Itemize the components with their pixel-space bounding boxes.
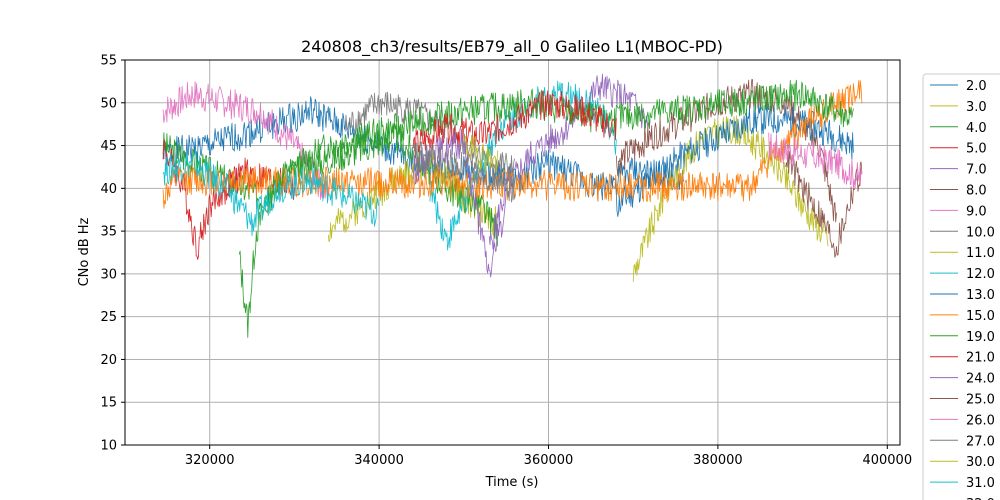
y-tick-label: 15: [100, 396, 117, 411]
legend-label: 15.0: [966, 309, 995, 324]
y-tick-label: 25: [100, 310, 117, 325]
axis-ticks: 320000 340000 360000 380000 400000 10 15 20 25 30…: [100, 54, 912, 469]
legend-label: 11.0: [966, 246, 995, 261]
series-line-27-0: [412, 141, 515, 203]
chart-title: 240808_ch3/results/EB79_all_0 Galileo L1…: [301, 37, 723, 57]
legend-label: 13.0: [966, 288, 995, 303]
y-tick-label: 40: [100, 182, 117, 197]
x-tick-label: 380000: [693, 453, 743, 468]
legend-label: 19.0: [966, 330, 995, 345]
legend-label: 25.0: [966, 393, 995, 408]
legend-label: 30.0: [966, 455, 995, 470]
series-line-21-0: [412, 90, 617, 159]
series-layer: [162, 73, 863, 338]
legend-label: 12.0: [966, 267, 995, 282]
legend-label: 4.0: [966, 121, 987, 136]
x-tick-label: 360000: [524, 453, 574, 468]
legend-label: 10.0: [966, 225, 995, 240]
y-tick-label: 45: [100, 139, 117, 154]
y-tick-label: 20: [100, 353, 117, 368]
y-tick-label: 55: [100, 54, 117, 69]
legend-label: 26.0: [966, 413, 995, 428]
legend-label: 8.0: [966, 184, 987, 199]
series-line-30-0: [463, 134, 499, 173]
x-tick-label: 400000: [862, 453, 912, 468]
y-tick-label: 35: [100, 225, 117, 240]
y-tick-label: 50: [100, 96, 117, 111]
series-line-19-0: [238, 79, 854, 338]
legend: 2.0 3.0 4.0 5.0 7.0 8.0 9.0 10.0 11.0 12.0 13.0 15.…: [922, 73, 1000, 500]
legend-label: 32.0: [966, 497, 995, 500]
legend-label: 2.0: [966, 79, 987, 94]
legend-label: 24.0: [966, 372, 995, 387]
legend-label: 5.0: [966, 142, 987, 157]
series-line-5-0: [162, 139, 295, 260]
legend-label: 3.0: [966, 100, 987, 115]
legend-label: 31.0: [966, 476, 995, 491]
legend-label: 7.0: [966, 163, 987, 178]
legend-box: [922, 73, 1000, 500]
series-line-12-0: [429, 80, 617, 251]
legend-label: 27.0: [966, 434, 995, 449]
legend-label: 9.0: [966, 204, 987, 219]
series-line-25-0: [785, 144, 863, 258]
y-axis-label: CNo dB Hz: [77, 217, 92, 286]
series-line-26-0: [768, 132, 863, 190]
x-tick-label: 340000: [354, 453, 404, 468]
plot-frame: [124, 59, 901, 446]
x-axis-label: Time (s): [485, 475, 539, 490]
legend-label: 21.0: [966, 351, 995, 366]
y-tick-label: 10: [100, 439, 117, 454]
series-line-9-0: [162, 81, 329, 200]
y-tick-label: 30: [100, 267, 117, 282]
x-tick-label: 320000: [185, 453, 235, 468]
series-line-31-0: [162, 150, 380, 237]
series-line-11-0: [632, 115, 829, 283]
